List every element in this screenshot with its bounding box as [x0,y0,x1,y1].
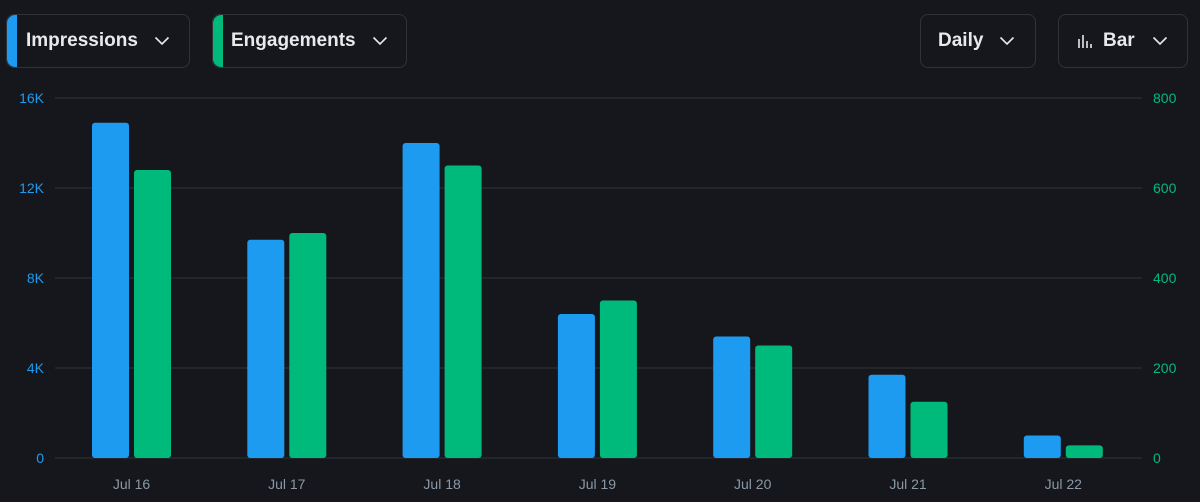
engagements-bar [134,170,171,458]
impressions-bar [713,336,751,458]
x-axis-tick-label: Jul 16 [113,476,151,492]
right-axis-tick-label: 800 [1153,90,1177,106]
chart-type-selector-label: Bar [1103,30,1135,51]
impressions-bar [92,122,129,458]
left-axis-tick-label: 12K [19,180,45,196]
impressions-bar [1023,435,1061,458]
x-axis-tick-label: Jul 21 [889,476,927,492]
chevron-down-icon [372,36,388,46]
right-axis-tick-label: 600 [1153,180,1177,196]
bar-chart-icon [1077,33,1093,49]
interval-selector[interactable]: Daily [920,14,1036,68]
impressions-bar [247,239,285,458]
engagements-metric-selector[interactable]: Engagements [212,14,407,68]
engagements-bar [444,165,482,458]
engagements-selector-label: Engagements [231,30,356,51]
impressions-bar [868,374,906,458]
right-axis-tick-label: 0 [1153,450,1161,466]
left-axis-tick-label: 16K [19,90,45,106]
impressions-selector-label: Impressions [26,30,138,51]
impressions-bar [557,314,595,458]
x-axis-tick-label: Jul 17 [268,476,306,492]
chevron-down-icon [999,36,1015,46]
engagements-bar [599,300,637,458]
chart-type-selector[interactable]: Bar [1058,14,1188,68]
impressions-color-indicator [7,15,17,67]
right-axis-tick-label: 200 [1153,360,1177,376]
engagements-bar [755,345,793,458]
left-axis-tick-label: 8K [27,270,45,286]
engagements-bar [1065,445,1103,458]
impressions-bar [402,143,440,458]
engagements-bar [910,401,948,458]
x-axis-tick-label: Jul 18 [423,476,461,492]
engagements-bar [289,233,327,458]
engagements-color-indicator [213,15,223,67]
impressions-metric-selector[interactable]: Impressions [6,14,190,68]
chevron-down-icon [154,36,170,46]
left-axis-tick-label: 4K [27,360,45,376]
left-axis-tick-label: 0 [36,450,44,466]
x-axis-tick-label: Jul 19 [579,476,617,492]
right-axis-tick-label: 400 [1153,270,1177,286]
interval-selector-label: Daily [938,30,984,51]
x-axis-tick-label: Jul 22 [1045,476,1083,492]
chevron-down-icon [1152,36,1168,46]
x-axis-tick-label: Jul 20 [734,476,772,492]
